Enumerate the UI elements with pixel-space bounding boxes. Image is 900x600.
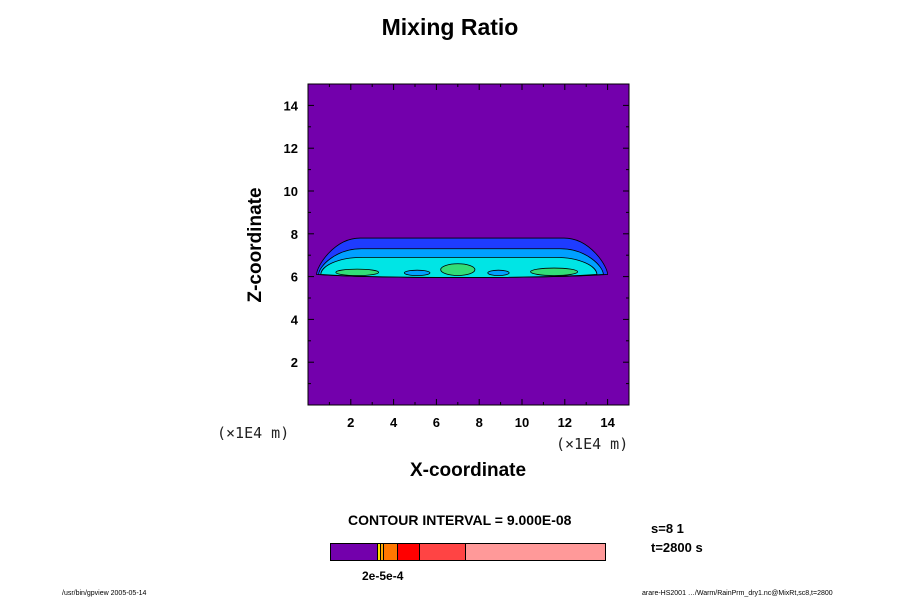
- y-tick-label: 2: [291, 355, 298, 370]
- x-tick-label: 10: [515, 415, 529, 430]
- y-axis-label: Z-coordinate: [245, 187, 266, 303]
- colorbar-segment-5: [420, 544, 466, 560]
- contour-cell-0: [335, 268, 380, 276]
- x-tick-label: 4: [390, 415, 398, 430]
- s-label: s=8 1: [651, 521, 684, 536]
- footer-left: /usr/bin/gpview 2005-05-14: [62, 590, 147, 597]
- y-tick-label: 14: [284, 98, 299, 113]
- colorbar-segment-2: [381, 544, 384, 560]
- x-tick-label: 8: [476, 415, 483, 430]
- contour-cell-3: [487, 269, 510, 276]
- footer-right: arare-HS2001 …/Warm/RainPrm_dry1.nc@MixR…: [642, 590, 833, 597]
- x-tick-label: 6: [433, 415, 440, 430]
- y-axis-unit: (×1E4 m): [217, 424, 290, 442]
- contour-cell-4: [530, 267, 579, 276]
- x-axis-unit: (×1E4 m): [556, 435, 629, 453]
- contour-interval-label: CONTOUR INTERVAL = 9.000E-08: [348, 512, 572, 528]
- contour-cell-2: [440, 263, 476, 276]
- x-tick-label: 12: [558, 415, 572, 430]
- colorbar-tick-label: 2e-5e-4: [362, 569, 404, 583]
- colorbar-segment-0: [331, 544, 378, 560]
- chart-title: Mixing Ratio: [381, 14, 519, 40]
- x-tick-label: 14: [600, 415, 615, 430]
- colorbar-segment-4: [398, 544, 420, 560]
- colorbar: [330, 543, 606, 561]
- contour-cell-1: [403, 269, 431, 276]
- colorbar-segment-1: [378, 544, 381, 560]
- y-tick-label: 4: [291, 312, 299, 327]
- y-tick-label: 8: [291, 227, 298, 242]
- y-tick-label: 12: [284, 141, 298, 156]
- time-label: t=2800 s: [651, 540, 703, 555]
- y-tick-label: 6: [291, 270, 298, 285]
- plot-frame: [307, 83, 630, 406]
- colorbar-segment-3: [384, 544, 398, 560]
- colorbar-segment-6: [466, 544, 605, 560]
- x-axis-label: X-coordinate: [409, 460, 527, 481]
- x-tick-label: 2: [347, 415, 354, 430]
- y-tick-label: 10: [284, 184, 298, 199]
